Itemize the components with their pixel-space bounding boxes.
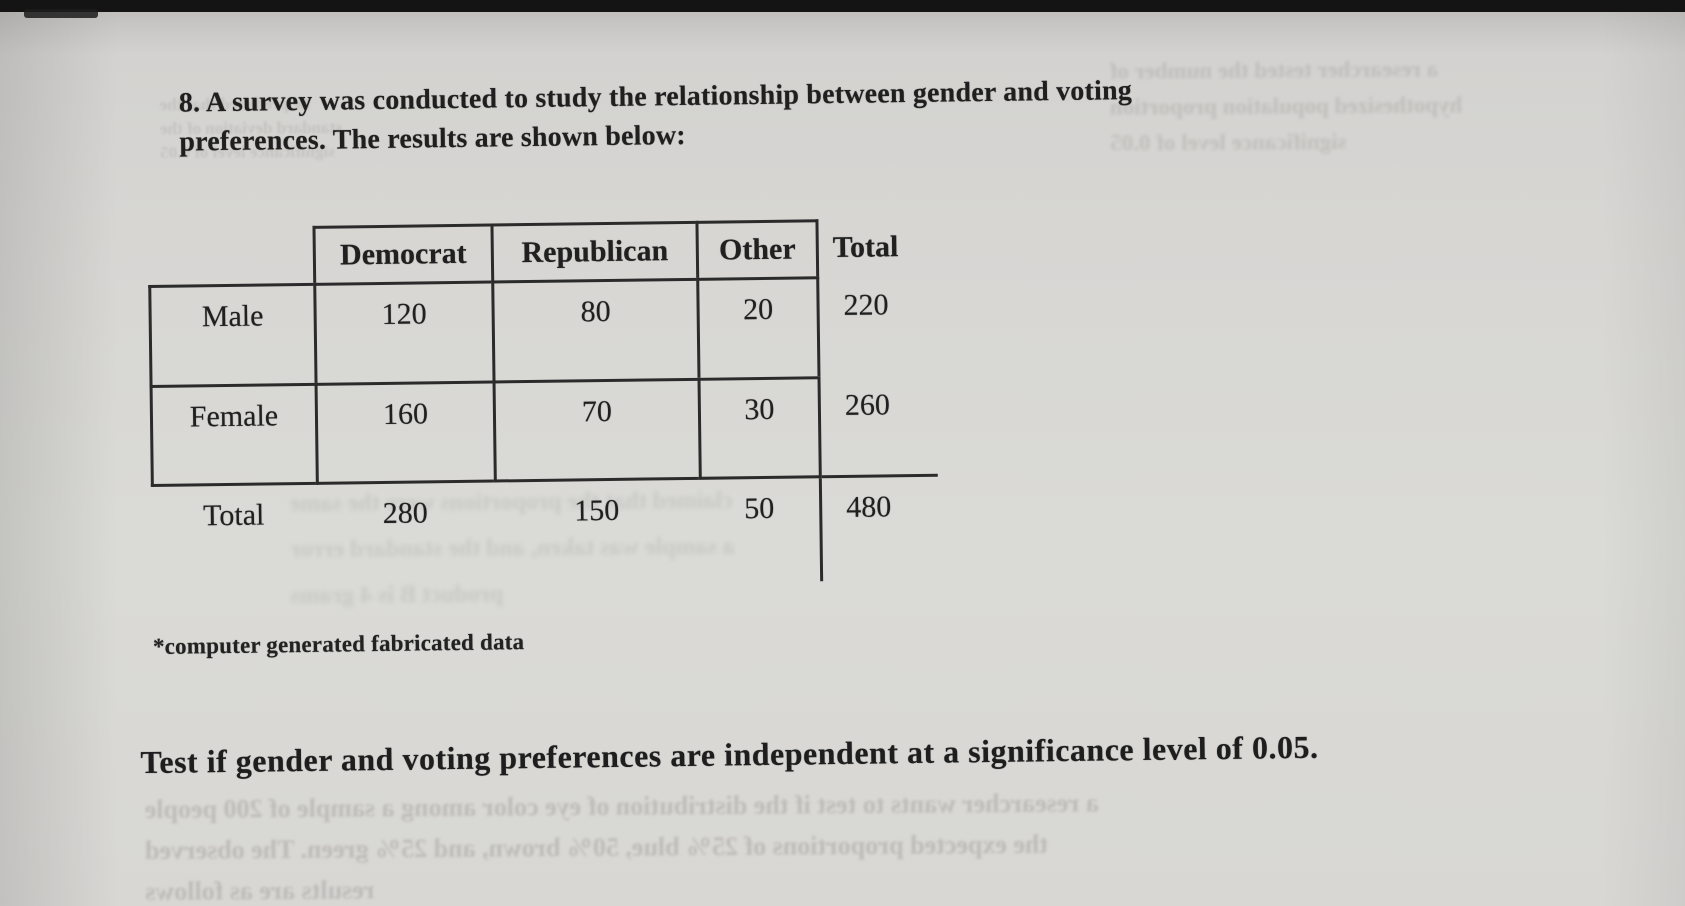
- cell-female-democrat: 160: [314, 380, 494, 485]
- scan-edge-artifact: [0, 0, 1685, 12]
- cell-male-other: 20: [696, 276, 821, 378]
- cell-total-republican: 150: [574, 493, 620, 528]
- row-label-total: Total: [202, 498, 265, 533]
- cell-total-democrat: 280: [382, 496, 428, 530]
- cell-female-other: 30: [697, 376, 822, 480]
- cell-male-democrat: 120: [313, 280, 493, 383]
- table-corner-cell: [147, 226, 313, 285]
- problem-statement: 8. A survey was conducted to study the r…: [179, 71, 1133, 161]
- table-header-republican: Republican: [490, 220, 697, 281]
- scan-smudge-artifact: [24, 9, 98, 18]
- row-label-female: Female: [149, 382, 316, 487]
- table-header-democrat: Democrat: [312, 223, 492, 283]
- table-header-other: Other: [695, 219, 820, 278]
- contingency-table: Democrat Republican Other Total Male 120…: [147, 218, 953, 590]
- row-label-male: Male: [148, 282, 315, 386]
- cell-male-total: 220: [843, 288, 889, 322]
- table-header-total: Total: [832, 229, 899, 264]
- cell-female-republican: 70: [492, 377, 699, 483]
- cell-total-total: 480: [845, 490, 892, 524]
- cell-female-total: 260: [844, 388, 891, 422]
- cell-total-other: 50: [698, 478, 824, 583]
- question-text: Test if gender and voting preferences ar…: [140, 728, 1319, 781]
- footnote: *computer generated fabricated data: [152, 629, 525, 659]
- cell-male-republican: 80: [491, 277, 698, 381]
